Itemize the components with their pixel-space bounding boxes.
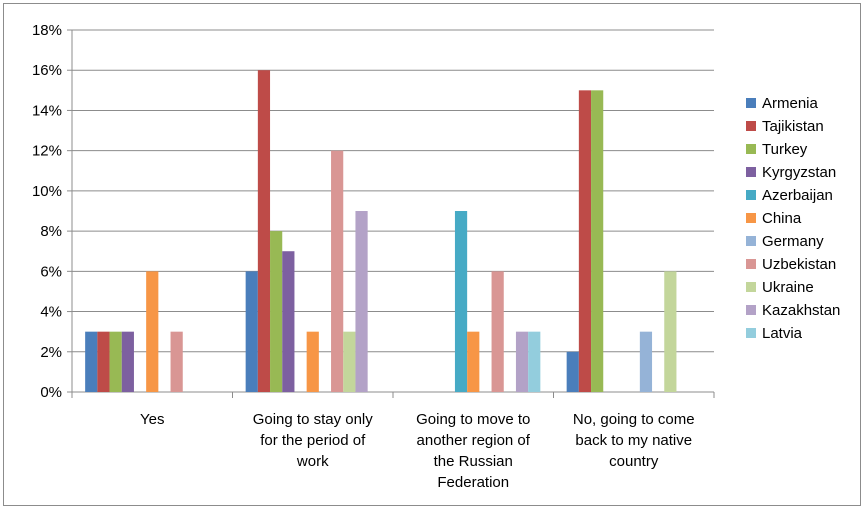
bar	[282, 251, 295, 392]
category-label-line: country	[609, 453, 659, 470]
legend-swatch	[746, 144, 756, 154]
bar	[257, 70, 271, 392]
legend-swatch	[746, 213, 756, 223]
bar	[528, 331, 541, 392]
category-label-line: back to my native	[575, 432, 692, 449]
category-label-line: Yes	[140, 411, 164, 428]
bar	[591, 90, 604, 392]
bar	[664, 271, 677, 392]
bar	[85, 331, 98, 392]
y-tick-label: 10%	[32, 183, 62, 200]
category-label-line: Federation	[437, 474, 509, 491]
category-label-line: Going to move to	[416, 411, 530, 428]
category-label-line: for the period of	[260, 432, 366, 449]
legend-label: Turkey	[762, 141, 808, 158]
bar	[170, 331, 183, 392]
legend-label: Kazakhstan	[762, 302, 840, 319]
category-label: Going to move to another region of the Rus…	[416, 411, 531, 491]
legend-label: Uzbekistan	[762, 256, 836, 273]
bar	[97, 331, 110, 392]
legend-label: Azerbaijan	[762, 187, 833, 204]
legend-swatch	[746, 121, 756, 131]
bar	[343, 331, 356, 392]
category-label: Yes	[140, 411, 164, 428]
bar	[331, 150, 344, 392]
bar	[109, 331, 122, 392]
bar	[578, 90, 592, 392]
bar	[467, 331, 480, 392]
category-label-line: another region of	[417, 432, 531, 449]
bar	[454, 211, 468, 392]
y-tick-label: 18%	[32, 22, 62, 39]
y-tick-label: 16%	[32, 62, 62, 79]
legend-swatch	[746, 259, 756, 269]
bar	[566, 351, 579, 392]
bar	[515, 331, 529, 392]
category-label: No, going to come back to my native countr…	[573, 411, 695, 470]
bar	[639, 331, 653, 392]
legend-swatch	[746, 236, 756, 246]
legend-label: Germany	[762, 233, 824, 250]
category-label-line: work	[296, 453, 329, 470]
legend-swatch	[746, 98, 756, 108]
bar	[146, 271, 159, 392]
legend-label: Kyrgyzstan	[762, 164, 836, 181]
category-label-line: Going to stay only	[253, 411, 374, 428]
category-label-line: No, going to come	[573, 411, 695, 428]
legend-swatch	[746, 282, 756, 292]
bar	[121, 331, 134, 392]
category-label-line: the Russian	[434, 453, 513, 470]
y-tick-label: 2%	[40, 344, 62, 361]
bar	[306, 331, 319, 392]
bar	[270, 231, 283, 392]
y-tick-label: 6%	[40, 263, 62, 280]
y-tick-label: 8%	[40, 223, 62, 240]
bar	[491, 271, 504, 392]
legend-label: Ukraine	[762, 279, 814, 296]
legend-label: Latvia	[762, 325, 803, 342]
legend-label: China	[762, 210, 802, 227]
legend-swatch	[746, 190, 756, 200]
category-label: Going to stay only for the period of work	[253, 411, 374, 470]
chart-frame	[3, 3, 861, 506]
y-tick-label: 4%	[40, 304, 62, 321]
legend-swatch	[746, 167, 756, 177]
y-tick-label: 0%	[40, 384, 62, 401]
bar	[355, 211, 368, 392]
y-tick-label: 14%	[32, 102, 62, 119]
bar	[245, 271, 258, 392]
legend-swatch	[746, 328, 756, 338]
y-tick-label: 12%	[32, 143, 62, 160]
legend-swatch	[746, 305, 756, 315]
legend-label: Tajikistan	[762, 118, 824, 135]
legend-label: Armenia	[762, 95, 819, 112]
